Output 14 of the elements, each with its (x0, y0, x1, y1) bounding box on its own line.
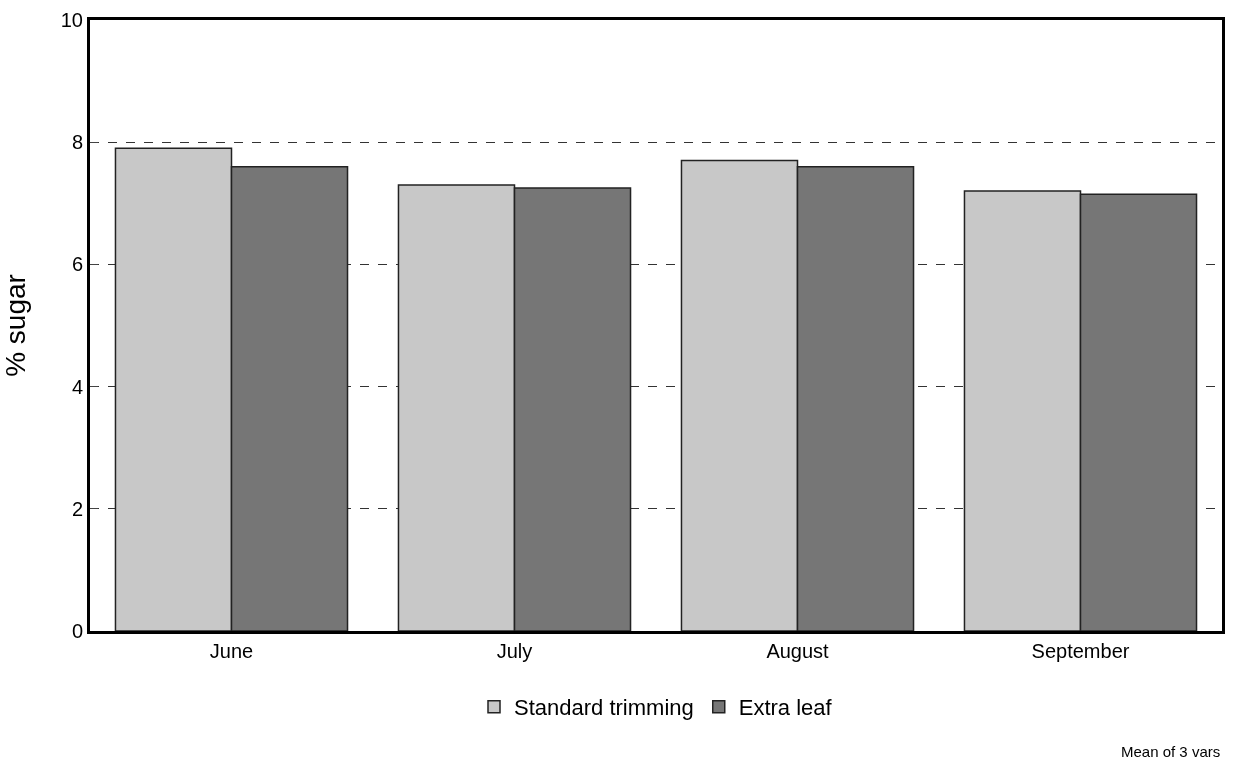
y-tick-label: 2 (71, 497, 83, 520)
legend-label: Extra leaf (738, 695, 833, 721)
legend-label: Standard trimming (514, 695, 694, 721)
x-tick-label: June (209, 640, 254, 662)
y-tick-label: 6 (71, 253, 83, 276)
x-tick-label: August (766, 640, 830, 662)
y-tick-label: 4 (71, 375, 83, 398)
y-tick-label: 10 (60, 9, 83, 31)
y-tick-label: 8 (71, 131, 83, 154)
y-axis-title: % sugar (0, 274, 31, 377)
x-tick-label: September (1031, 640, 1130, 662)
y-tick-label: 0 (71, 620, 83, 642)
text: Mean of 3 vars (1121, 743, 1221, 760)
x-tick-label: July (496, 640, 533, 662)
